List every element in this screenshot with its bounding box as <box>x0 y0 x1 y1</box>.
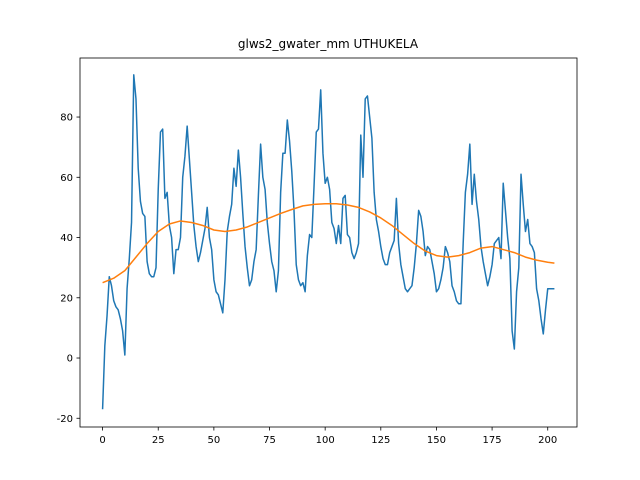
y-tick-label: 80 <box>60 113 73 124</box>
x-tick-label: 200 <box>538 435 557 446</box>
y-tick-label: -20 <box>57 414 73 425</box>
x-tick-label: 50 <box>208 435 221 446</box>
x-tick-label: 150 <box>427 435 446 446</box>
y-tick-label: 20 <box>60 293 73 304</box>
data-line <box>101 74 555 410</box>
y-tick-label: 60 <box>60 173 73 184</box>
x-tick-label: 175 <box>483 435 502 446</box>
x-tick-label: 75 <box>263 435 276 446</box>
data-line <box>102 203 555 284</box>
y-tick-label: 40 <box>60 233 73 244</box>
x-tick-label: 0 <box>99 435 105 446</box>
x-tick-label: 100 <box>316 435 335 446</box>
y-tick-label: 0 <box>67 354 73 365</box>
chart-title: glws2_gwater_mm UTHUKELA <box>238 37 419 51</box>
plot-frame <box>79 57 578 428</box>
x-tick-label: 125 <box>371 435 390 446</box>
x-tick-label: 25 <box>152 435 165 446</box>
